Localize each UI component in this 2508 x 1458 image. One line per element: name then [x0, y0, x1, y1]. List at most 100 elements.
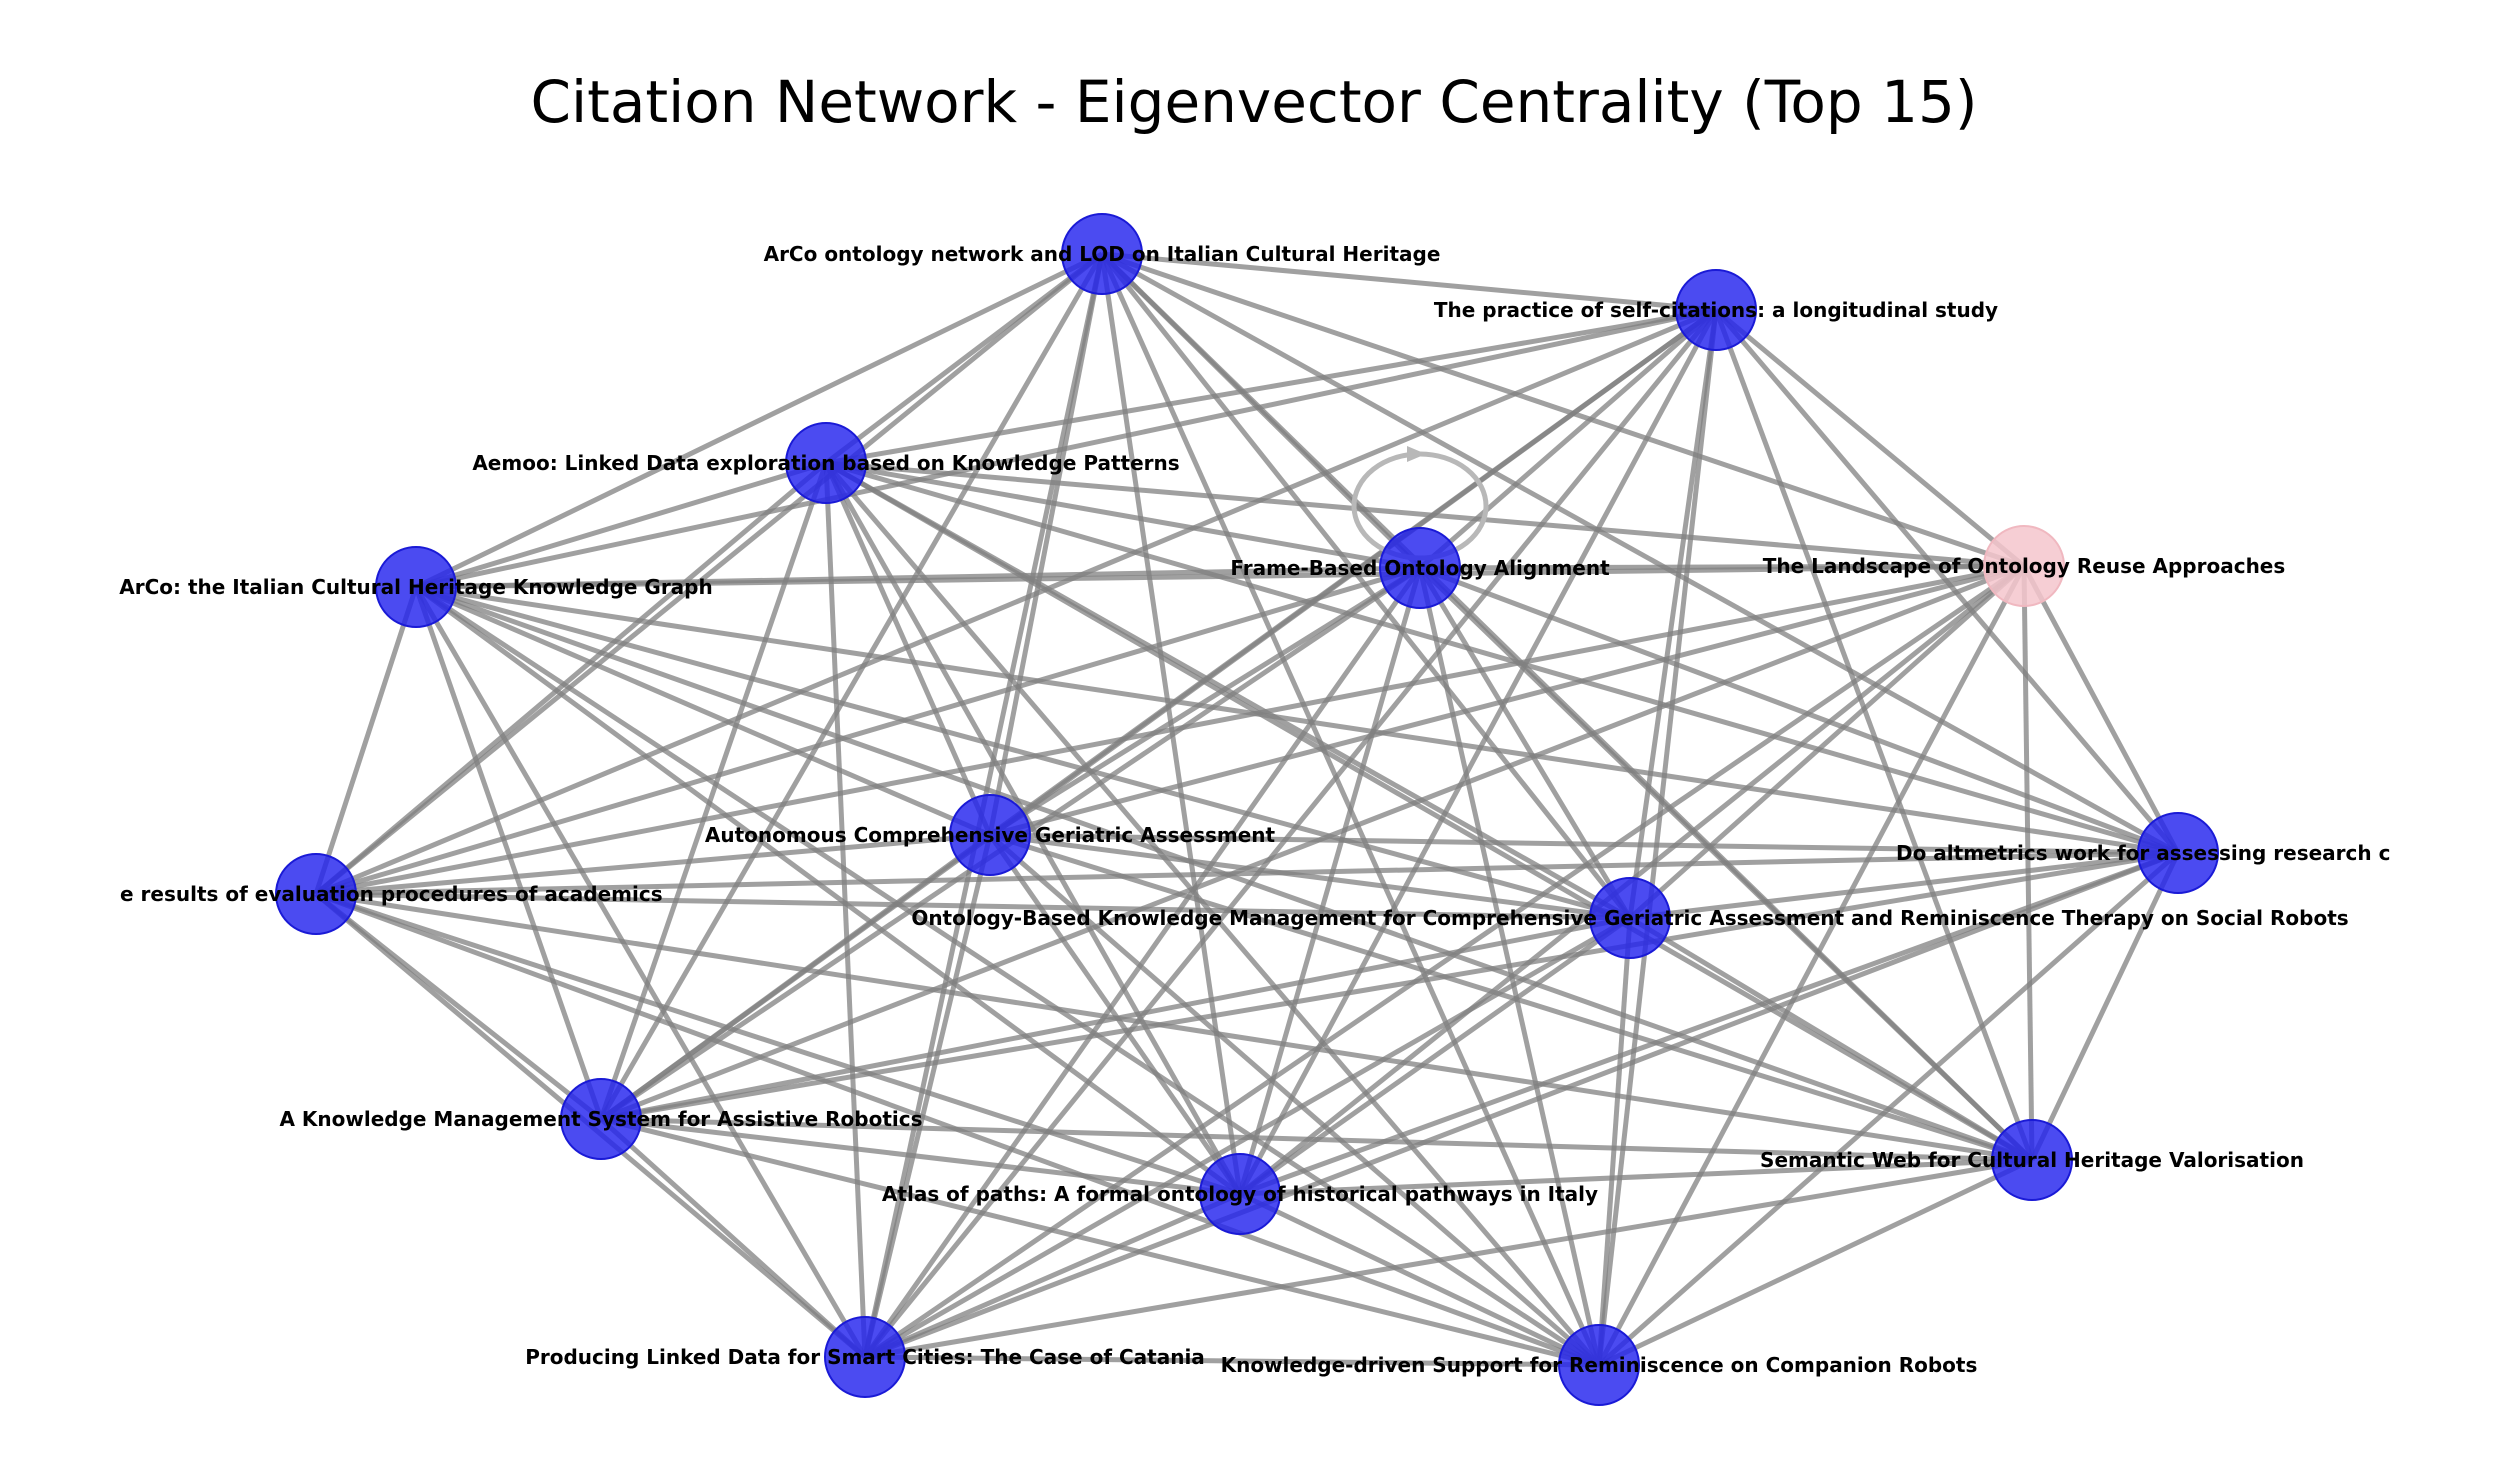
edge-self_citations-aemoo [825, 307, 1717, 466]
node-geriatric[interactable] [949, 794, 1031, 876]
node-km_robotics[interactable] [560, 1078, 642, 1160]
node-label-evaluation: e results of evaluation procedures of ac… [120, 882, 663, 906]
node-altmetrics[interactable] [2137, 812, 2219, 894]
node-ontology_reuse[interactable] [1983, 525, 2065, 607]
node-aemoo[interactable] [785, 422, 867, 504]
edge-self_citations-frame_alignment [1418, 308, 1718, 570]
edge-ontology_km-reminiscence [1596, 917, 1633, 1366]
node-atlas_paths[interactable] [1199, 1153, 1281, 1235]
edge-frame_alignment-altmetrics [1419, 565, 2179, 856]
edge-ontology_reuse-reminiscence [1596, 564, 2027, 1367]
edge-self_citations-evaluation [315, 307, 1717, 897]
node-label-smart_cities: Producing Linked Data for Smart Cities: … [525, 1345, 1205, 1369]
edge-aemoo-arco_kg [415, 460, 827, 590]
edge-self_citations-ontology_km [1627, 309, 1719, 919]
node-label-self_citations: The practice of self-citations: a longit… [1434, 298, 1998, 322]
node-smart_cities[interactable] [824, 1316, 906, 1398]
edge-altmetrics-evaluation [315, 850, 2179, 897]
edge-self_citations-ontology_reuse [1714, 308, 2026, 568]
edge-geriatric-semantic_web [989, 832, 2033, 1163]
edges-layer [313, 251, 2181, 1368]
node-label-aemoo: Aemoo: Linked Data exploration based on … [472, 451, 1179, 475]
edge-geriatric-smart_cities [862, 834, 993, 1358]
nodes-layer [275, 213, 2219, 1406]
node-self_citations[interactable] [1675, 269, 1757, 351]
edge-aemoo-geriatric [823, 461, 993, 837]
edge-ontology_reuse-semantic_web [2021, 565, 2035, 1161]
edge-semantic_web-reminiscence [1597, 1157, 2034, 1368]
edge-altmetrics-km_robotics [600, 850, 2179, 1122]
edge-arco_lod-km_robotics [598, 252, 1105, 1121]
edge-arco_kg-km_robotics [413, 586, 604, 1120]
node-frame_alignment[interactable] [1379, 527, 1461, 609]
node-label-frame_alignment: Frame-Based Ontology Alignment [1230, 556, 1610, 580]
edge-altmetrics-ontology_km [1629, 850, 2179, 921]
edge-altmetrics-atlas_paths [1239, 850, 2179, 1197]
edge-geriatric-reminiscence [988, 833, 1601, 1367]
node-label-reminiscence: Knowledge-driven Support for Reminiscenc… [1221, 1353, 1978, 1377]
edge-frame_alignment-evaluation [315, 565, 1421, 897]
edge-aemoo-km_robotics [598, 462, 829, 1120]
node-label-ontology_reuse: The Landscape of Ontology Reuse Approach… [1763, 554, 2286, 578]
edge-arco_kg-reminiscence [414, 584, 1601, 1368]
graph-title: Citation Network - Eigenvector Centralit… [531, 68, 1978, 136]
node-arco_lod[interactable] [1061, 213, 1143, 295]
edge-frame_alignment-geriatric [988, 565, 1422, 838]
edge-altmetrics-semantic_web [2029, 851, 2181, 1162]
edge-arco_lod-arco_kg [414, 251, 1104, 590]
node-label-km_robotics: A Knowledge Management System for Assist… [279, 1107, 922, 1131]
edge-arco_lod-ontology_reuse [1101, 251, 2025, 569]
node-label-geriatric: Autonomous Comprehensive Geriatric Asses… [705, 823, 1276, 847]
edge-self_citations-semantic_web [1713, 309, 2035, 1161]
edge-ontology_reuse-km_robotics [600, 563, 2025, 1122]
edge-aemoo-altmetrics [825, 460, 2179, 856]
node-semantic_web[interactable] [1991, 1119, 2073, 1201]
edge-evaluation-atlas_paths [315, 891, 1241, 1197]
edge-aemoo-smart_cities [823, 462, 868, 1358]
node-label-ontology_km: Ontology-Based Knowledge Management for … [911, 906, 2348, 930]
edge-self_citations-smart_cities [863, 308, 1718, 1359]
edge-altmetrics-smart_cities [864, 850, 2179, 1360]
labels-layer: ArCo ontology network and LOD on Italian… [119, 242, 2390, 1377]
edge-semantic_web-smart_cities [864, 1157, 2033, 1360]
edge-self_citations-arco_kg [415, 307, 1717, 590]
node-arco_kg[interactable] [375, 546, 457, 628]
edge-ontology_reuse-evaluation [315, 563, 2025, 897]
edge-semantic_web-atlas_paths [1239, 1157, 2033, 1197]
edge-ontology_reuse-altmetrics [2021, 564, 2181, 855]
edge-atlas_paths-reminiscence [1238, 1191, 1601, 1368]
edge-km_robotics-atlas_paths [600, 1116, 1241, 1197]
edge-aemoo-evaluation [314, 461, 828, 896]
node-label-atlas_paths: Atlas of paths: A formal ontology of his… [882, 1182, 1598, 1206]
edge-km_robotics-semantic_web [600, 1116, 2033, 1163]
edge-km_robotics-smart_cities [599, 1117, 867, 1359]
node-ontology_km[interactable] [1589, 877, 1671, 959]
self-loop-arrow-frame_alignment [1407, 446, 1426, 462]
edge-atlas_paths-smart_cities [864, 1191, 1241, 1360]
edge-arco_lod-evaluation [314, 252, 1104, 896]
edge-arco_kg-geriatric [415, 584, 991, 838]
edge-ontology_km-atlas_paths [1238, 915, 1632, 1197]
edge-altmetrics-reminiscence [1597, 851, 2180, 1367]
edge-aemoo-frame_alignment [825, 460, 1421, 571]
edge-arco_kg-evaluation [313, 586, 419, 895]
node-label-semantic_web: Semantic Web for Cultural Heritage Valor… [1760, 1148, 2304, 1172]
edge-ontology_reuse-ontology_km [1628, 564, 2026, 920]
edge-ontology_reuse-arco_kg [415, 563, 2025, 590]
node-reminiscence[interactable] [1558, 1324, 1640, 1406]
edge-km_robotics-reminiscence [600, 1116, 1600, 1368]
node-label-arco_lod: ArCo ontology network and LOD on Italian… [764, 242, 1441, 266]
edge-evaluation-ontology_km [315, 891, 1631, 921]
edge-evaluation-semantic_web [315, 891, 2033, 1163]
node-evaluation[interactable] [275, 853, 357, 935]
edge-arco_kg-altmetrics [415, 584, 2179, 856]
node-label-arco_kg: ArCo: the Italian Cultural Heritage Know… [119, 575, 713, 599]
edge-smart_cities-reminiscence [864, 1354, 1600, 1368]
edge-ontology_km-semantic_web [1628, 915, 2034, 1163]
edge-geriatric-ontology_km [989, 832, 1631, 921]
edge-ontology_reuse-smart_cities [863, 563, 2026, 1360]
edge-arco_kg-atlas_paths [414, 584, 1242, 1197]
edge-self_citations-reminiscence [1596, 309, 1719, 1366]
node-label-altmetrics: Do altmetrics work for assessing researc… [1896, 841, 2390, 865]
